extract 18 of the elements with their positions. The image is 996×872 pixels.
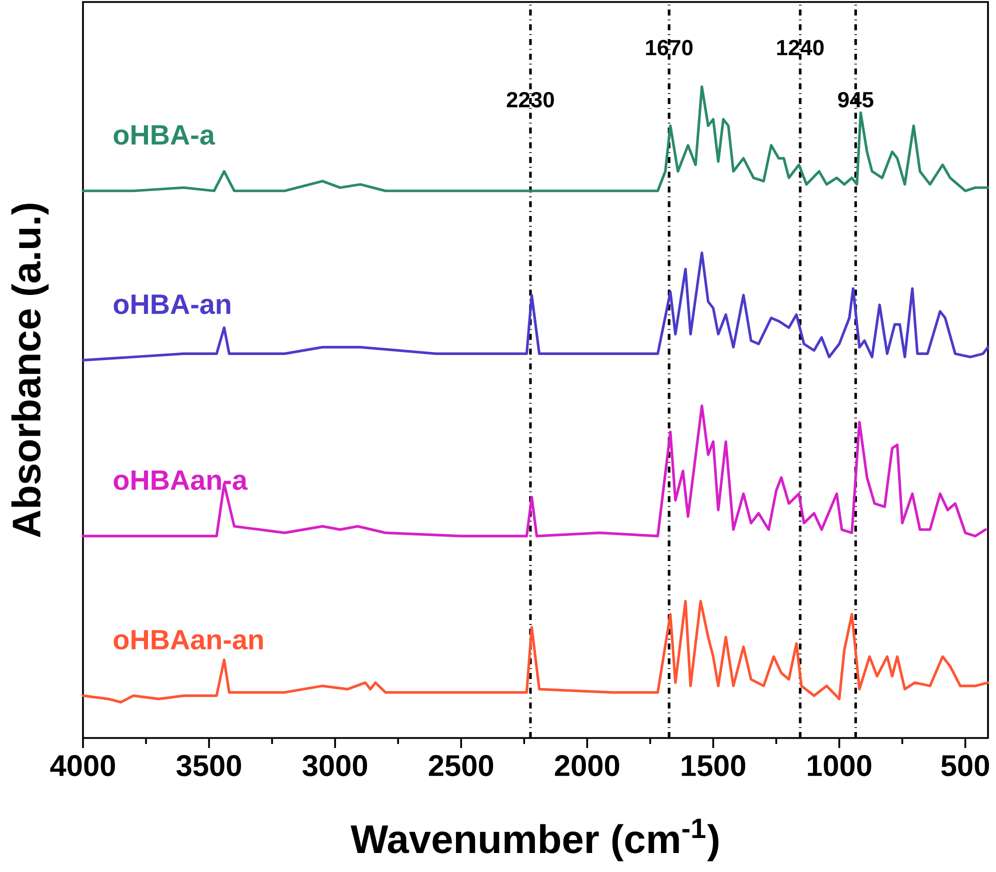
annotation: 1240 [777,40,824,56]
annotation: 1670 [646,40,693,56]
series-label: oHBA-a [114,125,216,145]
x-tick-label: 3000 [302,755,368,776]
x-tick-label: 4000 [50,755,115,776]
annotation: 945 [838,92,874,108]
y-axis-title: Absorbance (a.u.) [11,204,49,538]
x-tick-label: 1000 [808,755,872,776]
x-axis-title: Wavenumber (cm$^{-1}$) [350,818,718,862]
series-label: oHBA-an [114,294,230,314]
x-tick-label: 3500 [176,755,242,776]
annotation: 2230 [506,92,554,108]
x-tick-label: 1500 [682,755,746,776]
x-tick-label: 2000 [554,755,620,776]
series-label: oHBAan-a [114,470,248,490]
x-tick-label: 2500 [428,755,494,776]
x-tick-label: 500 [941,755,989,776]
series-label: oHBAan-an [114,630,263,650]
